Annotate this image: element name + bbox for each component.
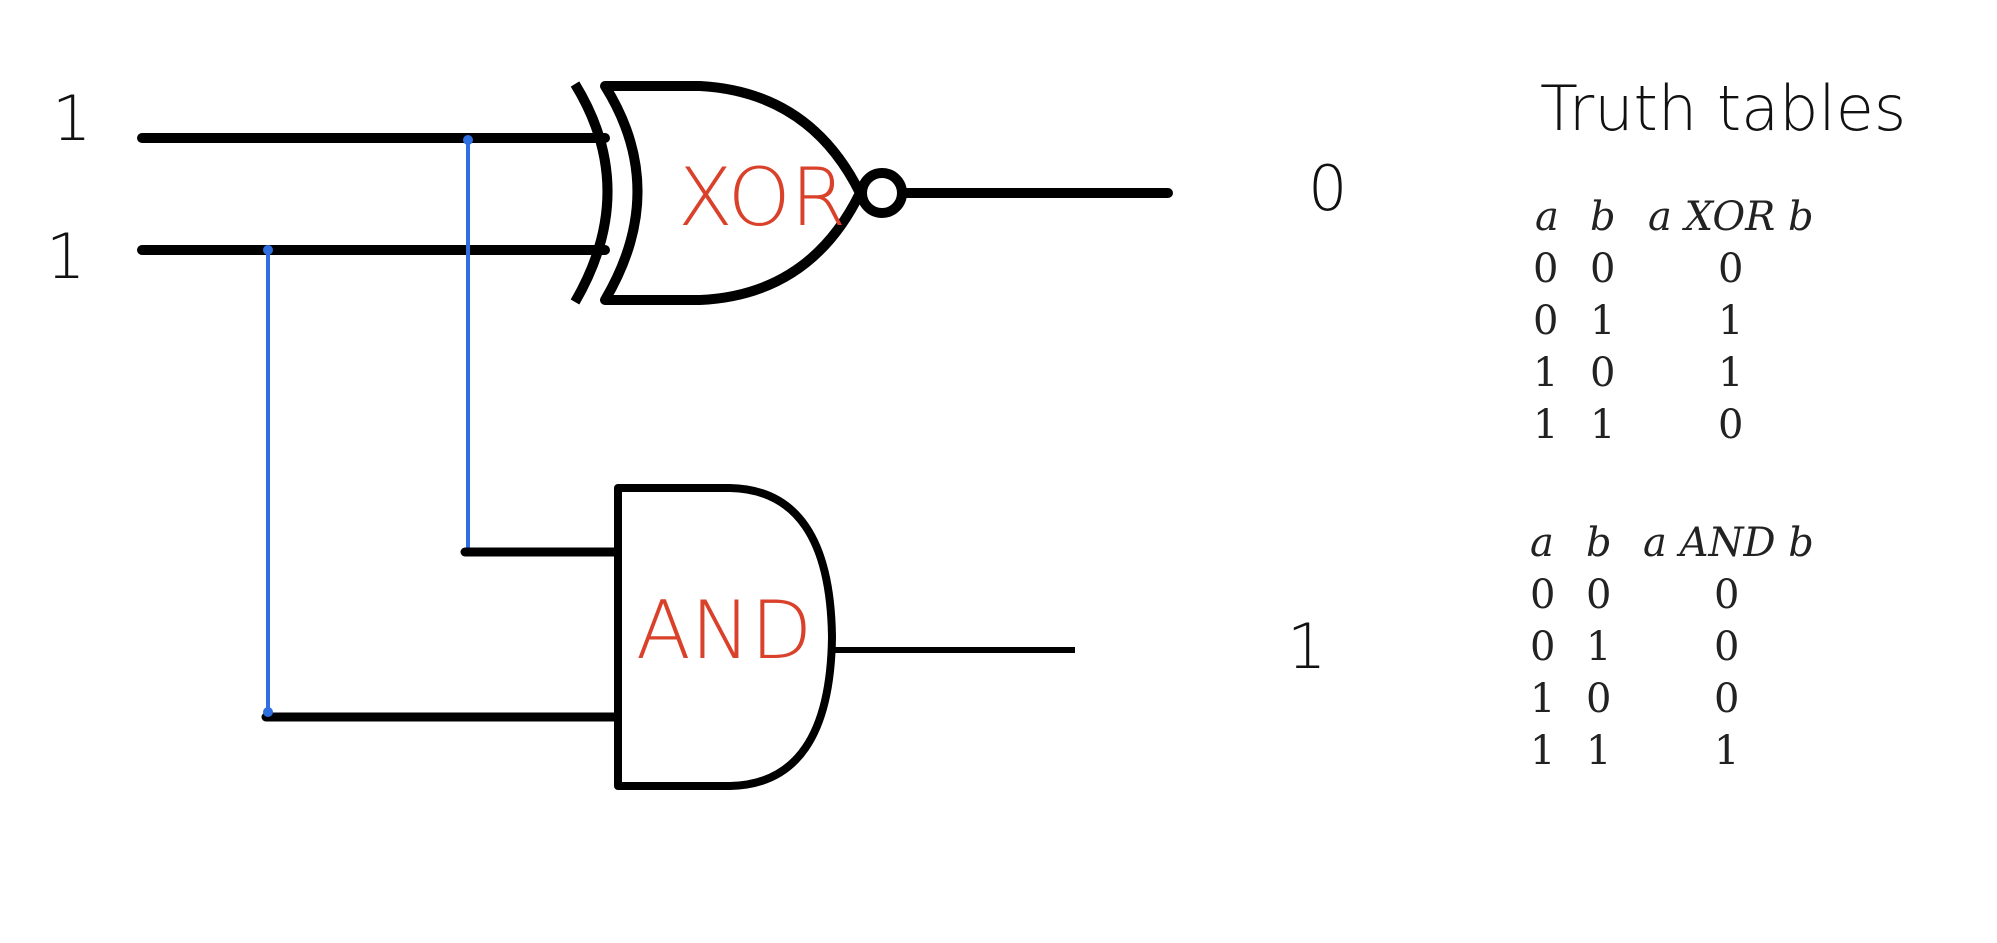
table-cell: 0 [1714,676,1739,722]
truth-tables-title: Truth tables [1540,72,1906,145]
table-cell: 0 [1533,246,1558,292]
xor-gate-back-curve [570,81,613,305]
table-cell: 1 [1590,402,1615,448]
truth-tables: Truth tables a b a XOR b 0 0 0 0 1 1 1 0… [1530,72,1906,774]
table-cell: 0 [1530,572,1555,618]
table-cell: 0 [1714,624,1739,670]
xor-gate: XOR [570,81,907,305]
table-header: a [1535,194,1559,240]
table-cell: 0 [1586,572,1611,618]
and-gate: AND [614,484,836,790]
table-cell: 0 [1714,572,1739,618]
and-truth-table: a b a AND b 0 0 0 0 1 0 1 0 0 1 1 1 [1530,520,1814,774]
table-cell: 1 [1590,298,1615,344]
table-cell: 1 [1714,728,1739,774]
junction-dot-b [263,245,273,255]
xor-output-value: 0 [1308,152,1347,225]
table-cell: 0 [1590,350,1615,396]
table-cell: 0 [1718,246,1743,292]
table-header: a AND b [1643,520,1814,566]
table-cell: 1 [1718,350,1743,396]
table-header: a [1530,520,1554,566]
table-cell: 1 [1533,402,1558,448]
xor-gate-label: XOR [678,151,846,244]
junction-dot-b-end [263,707,273,717]
table-cell: 1 [1718,298,1743,344]
input-b-value: 1 [46,220,85,293]
table-header: b [1590,194,1616,240]
table-cell: 1 [1586,624,1611,670]
table-cell: 0 [1590,246,1615,292]
junction-dot-a [463,135,473,145]
and-gate-label: AND [636,584,812,677]
input-a-value: 1 [52,82,91,155]
table-cell: 1 [1586,728,1611,774]
table-cell: 1 [1533,350,1558,396]
table-cell: 0 [1533,298,1558,344]
table-cell: 0 [1586,676,1611,722]
and-gate-body [614,484,836,790]
table-cell: 0 [1718,402,1743,448]
table-header: b [1586,520,1612,566]
xor-truth-table: a b a XOR b 0 0 0 0 1 1 1 0 1 1 1 0 [1533,194,1814,448]
xor-gate-body [600,81,865,305]
table-header: a XOR b [1648,194,1814,240]
table-cell: 1 [1530,676,1555,722]
table-cell: 0 [1530,624,1555,670]
and-output-value: 1 [1287,610,1326,683]
xor-gate-inverter-bubble [857,168,907,218]
table-cell: 1 [1530,728,1555,774]
